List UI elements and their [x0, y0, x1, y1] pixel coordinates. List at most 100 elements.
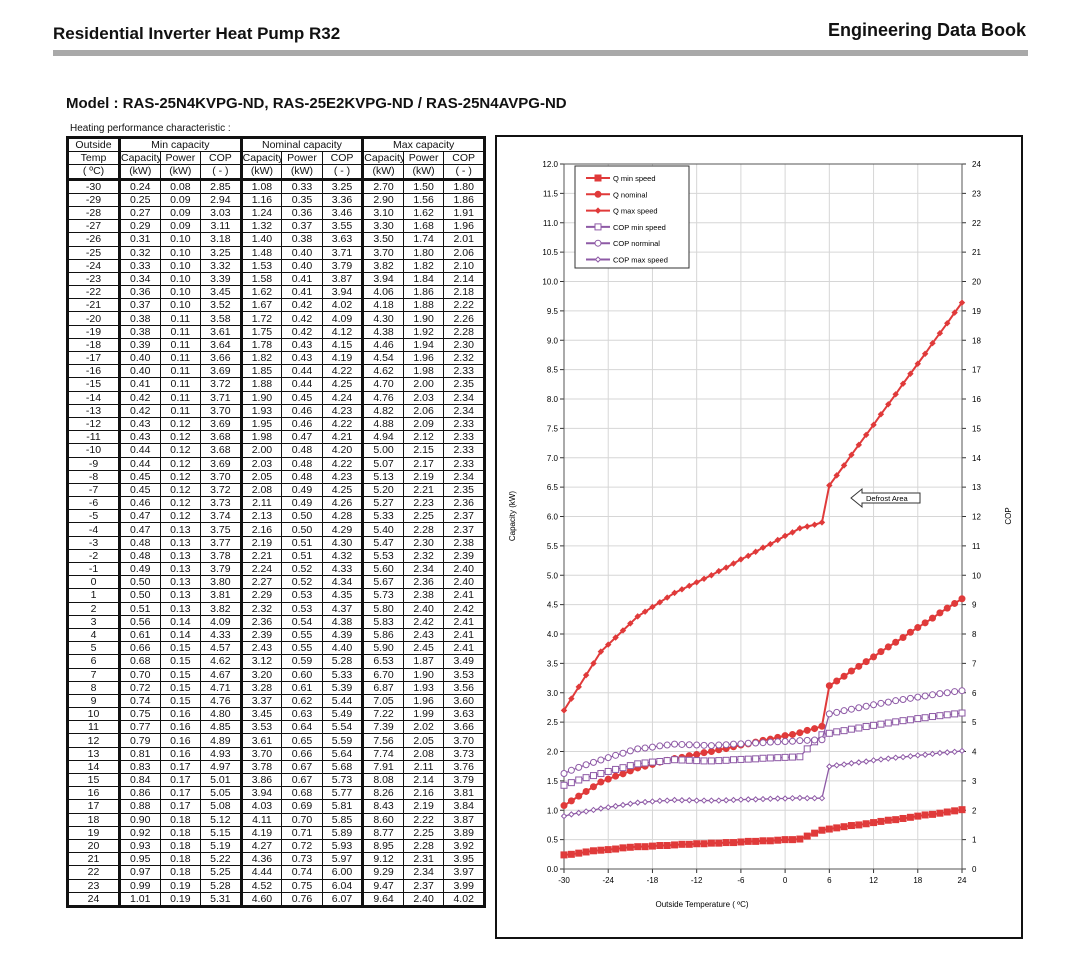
data-point — [589, 772, 597, 780]
data-point — [766, 754, 774, 762]
table-row: -3 0.48 0.13 3.77 2.19 0.51 4.30 5.47 2.30 2.38 — [67, 535, 485, 550]
data-point — [619, 764, 627, 772]
data-point — [899, 717, 907, 725]
data-point — [737, 755, 745, 763]
header-capacity: Capacity — [361, 151, 404, 166]
data-point — [678, 740, 686, 748]
x-tick-label: 6 — [827, 876, 832, 885]
data-point — [885, 401, 892, 408]
table-row: -2 0.48 0.13 3.78 2.21 0.51 4.32 5.53 2.32 2.39 — [67, 548, 485, 564]
data-point — [877, 411, 885, 418]
data-point — [568, 695, 575, 702]
data-point — [671, 589, 678, 597]
y-tick-label: 4.0 — [547, 630, 559, 639]
data-point — [707, 757, 715, 765]
data-point — [943, 711, 951, 719]
data-point — [567, 766, 575, 774]
y-tick-label: 8.5 — [547, 366, 559, 375]
x-axis-title: Outside Temperature ( ºC) — [655, 900, 748, 909]
data-point — [907, 370, 914, 377]
data-point — [951, 807, 959, 815]
data-point — [597, 770, 605, 778]
data-point — [826, 763, 833, 770]
data-point — [597, 805, 605, 812]
table-row: 13 0.81 0.16 4.93 3.70 0.66 5.64 7.74 2.08 3.73 — [67, 746, 485, 761]
header-row-units: ( ºC) (kW) (kW)( - ) (kW) (kW)( - ) (kW) (kW)… — [67, 164, 485, 181]
y-tick-label: 7.0 — [547, 454, 559, 463]
table-row: 0 0.50 0.13 3.80 2.27 0.52 4.34 5.67 2.36 2.40 — [67, 575, 485, 590]
data-point — [774, 836, 782, 844]
y-axis-title: Capacity (kW) — [508, 491, 517, 542]
data-point — [582, 774, 590, 782]
data-point — [958, 687, 966, 695]
cell-value: 4.52 — [239, 878, 283, 893]
data-point — [921, 811, 929, 819]
legend-label: Q min speed — [613, 174, 656, 183]
data-point — [877, 756, 885, 763]
data-point — [914, 624, 922, 632]
x-tick-label: 24 — [958, 876, 967, 885]
data-point — [921, 619, 929, 627]
x-tick-label: -12 — [691, 876, 703, 885]
cell-temp: 24 — [67, 891, 120, 907]
y2-tick-label: 19 — [972, 307, 981, 316]
data-point — [929, 339, 936, 347]
data-point — [634, 760, 642, 768]
data-point — [877, 699, 885, 707]
data-point — [811, 725, 819, 733]
data-point — [899, 380, 907, 387]
data-point — [899, 814, 907, 822]
data-point — [708, 572, 715, 579]
y-tick-label: 5.5 — [547, 542, 559, 551]
y-tick-label: 6.5 — [547, 483, 559, 492]
data-point — [730, 796, 737, 804]
data-point — [627, 620, 634, 627]
header-unit: (kW) — [118, 164, 161, 181]
data-point — [582, 761, 590, 769]
cell-value: 3.99 — [443, 878, 485, 893]
y2-tick-label: 17 — [972, 366, 981, 375]
table-row: -21 0.37 0.10 3.52 1.67 0.42 4.02 4.18 1.88 2.22 — [67, 298, 485, 313]
data-point — [693, 840, 701, 848]
data-point — [914, 812, 922, 820]
y2-tick-label: 24 — [972, 160, 981, 169]
data-point — [774, 536, 781, 544]
data-point — [597, 648, 605, 655]
data-point — [560, 812, 568, 820]
data-point — [958, 709, 966, 717]
data-point — [951, 710, 959, 718]
data-point — [604, 767, 612, 775]
x-tick-label: -24 — [602, 876, 614, 885]
data-point — [693, 579, 700, 586]
cell-value: 6.04 — [321, 878, 364, 893]
data-point — [671, 796, 678, 804]
data-point — [870, 653, 878, 661]
data-point — [686, 582, 693, 590]
data-point — [862, 758, 870, 765]
data-point — [752, 755, 760, 763]
data-point — [929, 810, 937, 818]
data-point — [958, 299, 966, 306]
data-point — [671, 841, 679, 849]
data-point — [796, 525, 804, 532]
data-point — [605, 804, 612, 811]
data-point — [862, 723, 870, 731]
cell-value: 9.47 — [361, 878, 404, 893]
table-row: -12 0.43 0.12 3.69 1.95 0.46 4.22 4.88 2.09 2.33 — [67, 416, 485, 432]
table-row: 24 1.01 0.19 5.31 4.60 0.76 6.07 9.64 2.40 4.02 — [67, 891, 485, 907]
data-point — [929, 713, 937, 721]
data-point — [789, 529, 796, 536]
data-point — [848, 451, 855, 459]
data-point — [899, 696, 907, 704]
data-point — [685, 741, 693, 749]
data-point — [575, 776, 583, 784]
data-point — [914, 715, 922, 723]
data-point — [826, 482, 833, 489]
data-point — [745, 552, 752, 560]
data-point — [921, 350, 929, 357]
data-point — [825, 710, 833, 718]
data-point — [855, 724, 863, 732]
data-point — [943, 689, 951, 697]
data-point — [590, 806, 597, 814]
data-point — [870, 701, 878, 709]
